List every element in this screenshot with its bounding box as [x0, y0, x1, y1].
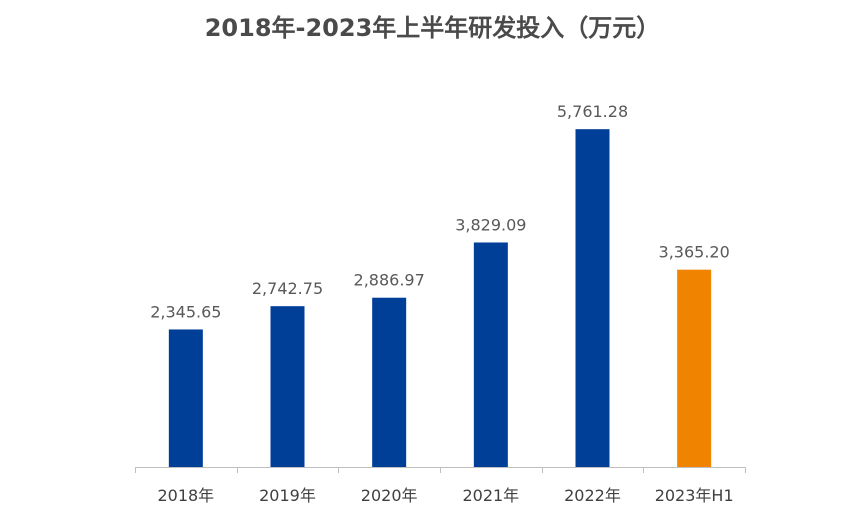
bar-value-label: 2,886.97 [354, 271, 425, 290]
bar-value-label: 3,365.20 [659, 243, 730, 262]
bar [270, 306, 305, 467]
data-labels-layer: 2,345.65 2,742.75 2,886.97 3,829.09 5,761.28… [150, 102, 730, 321]
x-axis-tick-label: 2019年 [259, 486, 316, 505]
bars-layer [168, 129, 712, 467]
bar [473, 242, 508, 467]
chart-title: 2018年-2023年上半年研发投入（万元） [204, 14, 661, 42]
bar [677, 269, 712, 467]
bar-value-label: 2,345.65 [150, 302, 221, 321]
x-axis-tick-label: 2021年 [462, 486, 519, 505]
x-axis-tick-label: 2023年H1 [655, 486, 734, 505]
x-axis-ticks [135, 467, 746, 473]
bar [372, 297, 407, 467]
bar-value-label: 2,742.75 [252, 279, 323, 298]
bar-value-label: 3,829.09 [455, 215, 526, 234]
x-axis-labels: 2018年 2019年 2020年 2021年 2022年 2023年H1 [157, 486, 733, 505]
x-axis-tick-label: 2020年 [361, 486, 418, 505]
bar [575, 129, 610, 467]
bar-value-label: 5,761.28 [557, 102, 628, 121]
bar [168, 329, 203, 467]
x-axis-tick-label: 2022年 [564, 486, 621, 505]
x-axis-tick-label: 2018年 [157, 486, 214, 505]
